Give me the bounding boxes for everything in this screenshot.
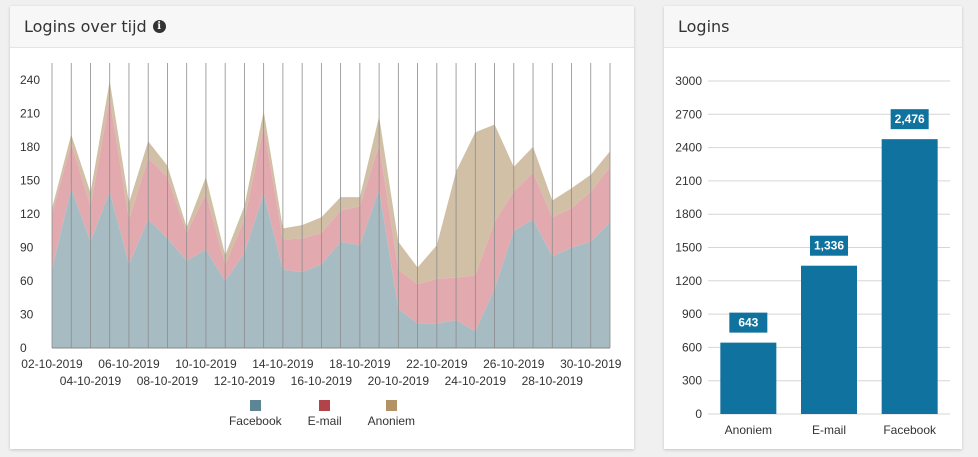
y-tick-label: 3000 (675, 74, 702, 88)
y-tick-label: 30 (20, 307, 34, 321)
x-tick-label: 14-10-2019 (252, 357, 314, 371)
bar-facebook[interactable] (881, 139, 938, 414)
bar-chart: 0 300 600 900 1200 1500 1800 2100 2400 2700 3000 64… (675, 74, 950, 437)
area-series-facebook[interactable] (52, 188, 610, 348)
info-circle-icon[interactable]: i (152, 20, 166, 33)
y-tick-label: 0 (695, 407, 702, 421)
area-series-anoniem[interactable] (52, 80, 610, 285)
x-tick-label: 24-10-2019 (445, 374, 507, 388)
x-tick-label: 22-10-2019 (406, 357, 468, 371)
x-tick-label: 02-10-2019 (21, 357, 83, 371)
legend-label: Anoniem (367, 414, 416, 428)
y-tick-label: 90 (20, 240, 34, 254)
value-label-box (810, 235, 848, 256)
logins-over-time-panel: Logins over tijd i 0 30 60 90 120 150 180 210 24… (10, 6, 634, 449)
y-tick-label: 120 (20, 207, 40, 221)
x-tick-label: 04-10-2019 (60, 374, 122, 388)
legend-item-anoniem[interactable]: Anoniem (368, 400, 415, 428)
y-tick-label: 2400 (675, 141, 702, 155)
y-tick-label: 210 (20, 106, 40, 120)
chart-legend: Facebook E-mail Anoniem (10, 400, 634, 428)
legend-label: Facebook (228, 414, 282, 428)
value-label-box (890, 109, 929, 130)
x-tick-label: 06-10-2019 (98, 357, 160, 371)
legend-swatch-email (319, 400, 331, 411)
y-tick-label: 180 (20, 140, 40, 154)
x-tick-label: 20-10-2019 (368, 374, 430, 388)
x-tick-label: 08-10-2019 (137, 374, 199, 388)
legend-swatch-facebook (249, 400, 261, 411)
y-tick-label: 600 (682, 340, 702, 354)
y-tick-label: 1800 (675, 207, 702, 221)
y-tick-label: 1500 (675, 241, 702, 255)
category-label: E-mail (812, 423, 846, 437)
x-tick-label: 30-10-2019 (560, 357, 622, 371)
value-label: 1,336 (814, 239, 844, 253)
x-tick-label: 28-10-2019 (522, 374, 584, 388)
bar-anoniem[interactable] (720, 342, 777, 414)
x-tick-label: 18-10-2019 (329, 357, 391, 371)
x-tick-label: 12-10-2019 (214, 374, 276, 388)
category-label: Facebook (883, 423, 937, 437)
panel-header: Logins over tijd i (10, 6, 634, 48)
panel-header: Logins (664, 6, 962, 48)
y-tick-label: 2700 (675, 107, 702, 121)
value-label: 2,476 (895, 112, 925, 126)
y-tick-label: 240 (20, 73, 40, 87)
area-series-email[interactable] (52, 98, 610, 332)
y-tick-label: 1200 (675, 274, 702, 288)
x-tick-label: 26-10-2019 (483, 357, 545, 371)
legend-label: E-mail (307, 414, 342, 428)
legend-swatch-anoniem (385, 400, 397, 411)
category-label: Anoniem (725, 423, 772, 437)
panel-title: Logins over tijd (24, 17, 147, 36)
y-tick-label: 300 (682, 374, 702, 388)
logins-panel: Logins 0 300 600 900 1200 1500 1800 2100 2400 270… (664, 6, 962, 449)
y-tick-label: 0 (20, 341, 27, 355)
value-label: 643 (738, 316, 758, 330)
y-tick-label: 60 (20, 274, 34, 288)
legend-item-email[interactable]: E-mail (308, 400, 342, 428)
panel-title: Logins (678, 17, 730, 36)
y-tick-label: 150 (20, 173, 40, 187)
bar-e-mail[interactable] (801, 265, 857, 414)
x-tick-label: 10-10-2019 (175, 357, 237, 371)
y-tick-label: 2100 (675, 174, 702, 188)
legend-item-facebook[interactable]: Facebook (229, 400, 282, 428)
y-tick-label: 900 (682, 307, 702, 321)
value-label-box (729, 312, 768, 333)
area-chart: 0 30 60 90 120 150 180 210 240 02-10-2019 06-10-20… (20, 63, 622, 388)
x-tick-label: 16-10-2019 (291, 374, 353, 388)
